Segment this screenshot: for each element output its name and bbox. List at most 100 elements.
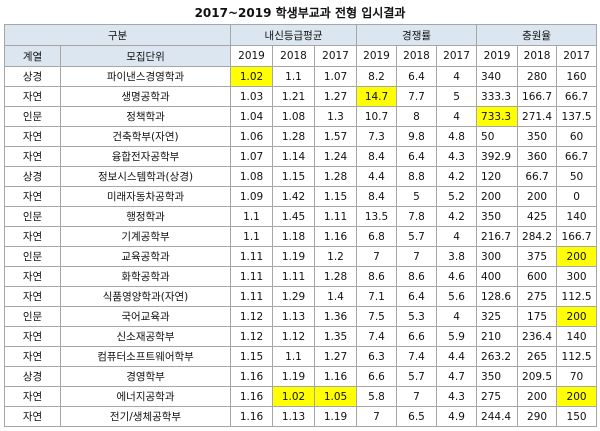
grade-avg-cell: 1.1 xyxy=(272,346,316,367)
header-year: 2017 xyxy=(436,45,478,67)
competition-cell: 7.4 xyxy=(396,346,438,367)
competition-cell: 7 xyxy=(396,386,438,407)
competition-cell: 4.4 xyxy=(436,346,478,367)
fill-rate-cell: 244.4 xyxy=(476,406,519,427)
fill-rate-cell: 290 xyxy=(517,406,558,427)
fill-rate-cell: 325 xyxy=(476,306,519,327)
field-cell: 상경 xyxy=(4,166,61,187)
header-grade-avg: 내신등급평균 xyxy=(230,24,358,46)
competition-cell: 7.3 xyxy=(356,126,398,147)
grade-avg-cell: 1.06 xyxy=(230,126,274,147)
unit-cell: 미래자동차공학과 xyxy=(59,186,232,207)
grade-avg-cell: 1.04 xyxy=(230,106,274,127)
competition-cell: 8.2 xyxy=(356,66,398,87)
table-row: 자연 건축학부(자연) 1.06 1.28 1.57 7.3 9.8 4.8 50 350 60 xyxy=(4,126,598,147)
table-row: 상경 정보시스템학과(상경) 1.08 1.15 1.28 4.4 8.8 4.2 120 66.… xyxy=(4,166,598,187)
grade-avg-cell: 1.15 xyxy=(272,166,316,187)
competition-cell: 5 xyxy=(396,186,438,207)
competition-cell: 4.8 xyxy=(436,126,478,147)
grade-avg-cell: 1.16 xyxy=(230,386,274,407)
grade-avg-cell: 1.03 xyxy=(230,86,274,107)
grade-avg-cell: 1.1 xyxy=(230,206,274,227)
unit-cell: 경영학부 xyxy=(59,366,232,387)
fill-rate-cell: 120 xyxy=(476,166,519,187)
grade-avg-cell: 1.57 xyxy=(314,126,358,147)
fill-rate-cell: 350 xyxy=(476,366,519,387)
header-fill-rate: 충원율 xyxy=(476,24,598,46)
fill-rate-cell: 66.7 xyxy=(556,86,598,107)
field-cell: 자연 xyxy=(4,386,61,407)
competition-cell: 4 xyxy=(436,306,478,327)
fill-rate-cell: 265 xyxy=(517,346,558,367)
grade-avg-cell: 1.12 xyxy=(230,326,274,347)
competition-cell: 9.8 xyxy=(396,126,438,147)
field-cell: 자연 xyxy=(4,186,61,207)
unit-cell: 융합전자공학부 xyxy=(59,146,232,167)
fill-rate-cell: 166.7 xyxy=(556,226,598,247)
competition-cell: 5.6 xyxy=(436,286,478,307)
grade-avg-cell: 1.1 xyxy=(230,226,274,247)
unit-cell: 전기/생체공학부 xyxy=(59,406,232,427)
table-row: 자연 컴퓨터소프트웨어학부 1.15 1.1 1.27 6.3 7.4 4.4 263.2 265… xyxy=(4,346,598,367)
grade-avg-cell: 1.05 xyxy=(314,386,358,407)
grade-avg-cell: 1.28 xyxy=(272,126,316,147)
fill-rate-cell: 137.5 xyxy=(556,106,598,127)
competition-cell: 8.8 xyxy=(396,166,438,187)
fill-rate-cell: 216.7 xyxy=(476,226,519,247)
fill-rate-cell: 284.2 xyxy=(517,226,558,247)
field-cell: 인문 xyxy=(4,106,61,127)
grade-avg-cell: 1.1 xyxy=(272,66,316,87)
grade-avg-cell: 1.4 xyxy=(314,286,358,307)
grade-avg-cell: 1.16 xyxy=(230,406,274,427)
fill-rate-cell: 263.2 xyxy=(476,346,519,367)
grade-avg-cell: 1.13 xyxy=(272,306,316,327)
unit-cell: 정보시스템학과(상경) xyxy=(59,166,232,187)
field-cell: 상경 xyxy=(4,366,61,387)
fill-rate-cell: 360 xyxy=(517,146,558,167)
unit-cell: 화학공학과 xyxy=(59,266,232,287)
fill-rate-cell: 200 xyxy=(517,186,558,207)
fill-rate-cell: 50 xyxy=(476,126,519,147)
competition-cell: 6.3 xyxy=(356,346,398,367)
grade-avg-cell: 1.12 xyxy=(230,306,274,327)
fill-rate-cell: 112.5 xyxy=(556,346,598,367)
fill-rate-cell: 733.3 xyxy=(476,106,519,127)
fill-rate-cell: 140 xyxy=(556,206,598,227)
competition-cell: 7 xyxy=(356,406,398,427)
header-year: 2019 xyxy=(476,45,519,67)
competition-cell: 4.7 xyxy=(436,366,478,387)
competition-cell: 6.5 xyxy=(396,406,438,427)
fill-rate-cell: 160 xyxy=(556,66,598,87)
table-row: 상경 경영학부 1.16 1.19 1.16 6.6 5.7 4.7 350 209.5 70 xyxy=(4,366,598,387)
competition-cell: 6.4 xyxy=(396,146,438,167)
grade-avg-cell: 1.45 xyxy=(272,206,316,227)
grade-avg-cell: 1.14 xyxy=(272,146,316,167)
fill-rate-cell: 66.7 xyxy=(556,146,598,167)
fill-rate-cell: 209.5 xyxy=(517,366,558,387)
fill-rate-cell: 200 xyxy=(556,306,598,327)
grade-avg-cell: 1.27 xyxy=(314,86,358,107)
grade-avg-cell: 1.08 xyxy=(230,166,274,187)
competition-cell: 6.6 xyxy=(396,326,438,347)
competition-cell: 10.7 xyxy=(356,106,398,127)
competition-cell: 7 xyxy=(396,246,438,267)
grade-avg-cell: 1.42 xyxy=(272,186,316,207)
grade-avg-cell: 1.28 xyxy=(314,166,358,187)
table-row: 인문 교육공학과 1.11 1.19 1.2 7 7 3.8 300 375 200 xyxy=(4,246,598,267)
unit-cell: 컴퓨터소프트웨어학부 xyxy=(59,346,232,367)
grade-avg-cell: 1.11 xyxy=(230,246,274,267)
table-body: 상경 파이낸스경영학과 1.02 1.1 1.07 8.2 6.4 4 340 280 160 자연 생… xyxy=(4,66,598,427)
table-row: 자연 에너지공학과 1.16 1.02 1.05 5.8 7 4.3 275 200 200 xyxy=(4,386,598,407)
fill-rate-cell: 200 xyxy=(517,386,558,407)
fill-rate-cell: 166.7 xyxy=(517,86,558,107)
field-cell: 상경 xyxy=(4,66,61,87)
unit-cell: 건축학부(자연) xyxy=(59,126,232,147)
field-cell: 자연 xyxy=(4,86,61,107)
header-year: 2018 xyxy=(517,45,558,67)
table-row: 상경 파이낸스경영학과 1.02 1.1 1.07 8.2 6.4 4 340 280 160 xyxy=(4,66,598,87)
fill-rate-cell: 200 xyxy=(476,186,519,207)
competition-cell: 4 xyxy=(436,226,478,247)
competition-cell: 4 xyxy=(436,66,478,87)
competition-cell: 4.6 xyxy=(436,266,478,287)
fill-rate-cell: 66.7 xyxy=(517,166,558,187)
